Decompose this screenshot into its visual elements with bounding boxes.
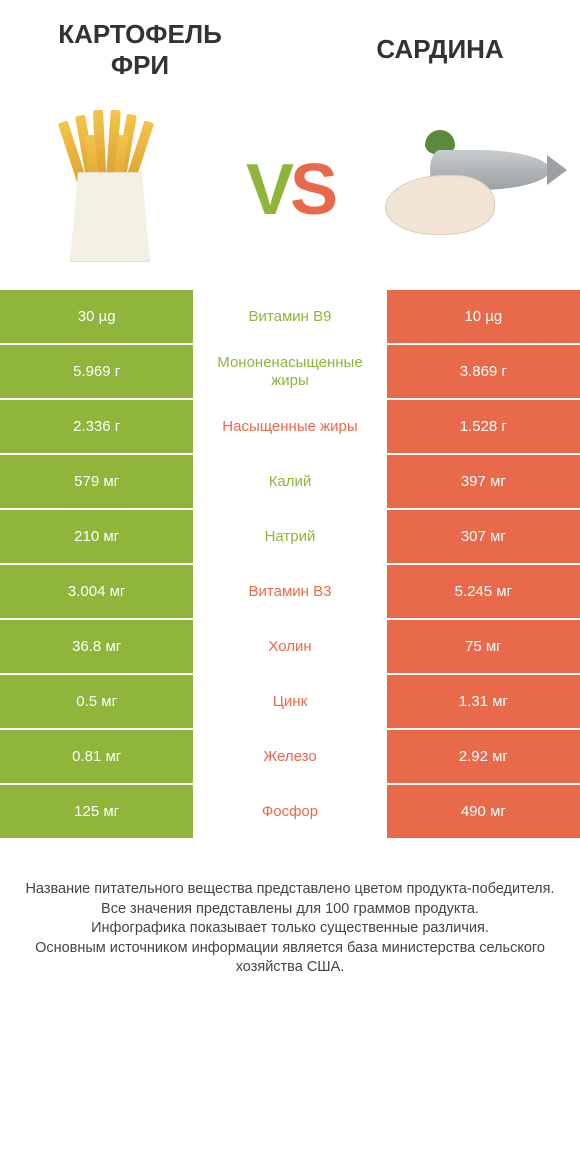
cell-left-value: 2.336 г [0, 400, 193, 453]
cell-nutrient-name: Железо [193, 730, 386, 783]
cell-nutrient-name: Натрий [193, 510, 386, 563]
fries-image [20, 100, 200, 280]
table-row: 125 мгФосфор490 мг [0, 785, 580, 840]
cell-right-value: 307 мг [387, 510, 580, 563]
table-row: 0.81 мгЖелезо2.92 мг [0, 730, 580, 785]
cell-right-value: 3.869 г [387, 345, 580, 398]
vs-v: V [246, 150, 290, 230]
footer-line-1: Название питательного вещества представл… [20, 880, 560, 900]
table-row: 36.8 мгХолин75 мг [0, 620, 580, 675]
cell-nutrient-name: Насыщенные жиры [193, 400, 386, 453]
cell-nutrient-name: Фосфор [193, 785, 386, 838]
cell-nutrient-name: Калий [193, 455, 386, 508]
table-row: 3.004 мгВитамин B35.245 мг [0, 565, 580, 620]
table-row: 579 мгКалий397 мг [0, 455, 580, 510]
table-row: 2.336 гНасыщенные жиры1.528 г [0, 400, 580, 455]
cell-right-value: 2.92 мг [387, 730, 580, 783]
cell-left-value: 3.004 мг [0, 565, 193, 618]
cell-nutrient-name: Мононенасыщенные жиры [193, 345, 386, 398]
cell-left-value: 125 мг [0, 785, 193, 838]
table-row: 30 µgВитамин B910 µg [0, 290, 580, 345]
cell-left-value: 0.5 мг [0, 675, 193, 728]
title-left: КАРТОФЕЛЬ ФРИ [30, 19, 250, 81]
cell-left-value: 36.8 мг [0, 620, 193, 673]
cell-right-value: 397 мг [387, 455, 580, 508]
cell-nutrient-name: Цинк [193, 675, 386, 728]
header: КАРТОФЕЛЬ ФРИ САРДИНА [0, 0, 580, 90]
cell-right-value: 490 мг [387, 785, 580, 838]
vs-s: S [290, 150, 334, 230]
table-row: 0.5 мгЦинк1.31 мг [0, 675, 580, 730]
vs-label: VS [246, 149, 334, 231]
title-right: САРДИНА [330, 34, 550, 65]
cell-right-value: 1.31 мг [387, 675, 580, 728]
cell-nutrient-name: Витамин B3 [193, 565, 386, 618]
cell-nutrient-name: Холин [193, 620, 386, 673]
cell-right-value: 75 мг [387, 620, 580, 673]
footer-line-2: Все значения представлены для 100 граммо… [20, 900, 560, 920]
footer-line-3: Инфографика показывает только существенн… [20, 919, 560, 939]
cell-right-value: 10 µg [387, 290, 580, 343]
footer: Название питательного вещества представл… [0, 840, 580, 978]
images-row: VS [0, 90, 580, 290]
cell-left-value: 30 µg [0, 290, 193, 343]
cell-left-value: 5.969 г [0, 345, 193, 398]
cell-right-value: 1.528 г [387, 400, 580, 453]
cell-right-value: 5.245 мг [387, 565, 580, 618]
cell-left-value: 0.81 мг [0, 730, 193, 783]
footer-line-4: Основным источником информации является … [20, 939, 560, 978]
cell-nutrient-name: Витамин B9 [193, 290, 386, 343]
cell-left-value: 579 мг [0, 455, 193, 508]
cell-left-value: 210 мг [0, 510, 193, 563]
table-row: 210 мгНатрий307 мг [0, 510, 580, 565]
comparison-table: 30 µgВитамин B910 µg5.969 гМононенасыщен… [0, 290, 580, 840]
table-row: 5.969 гМононенасыщенные жиры3.869 г [0, 345, 580, 400]
sardine-image [380, 100, 560, 280]
